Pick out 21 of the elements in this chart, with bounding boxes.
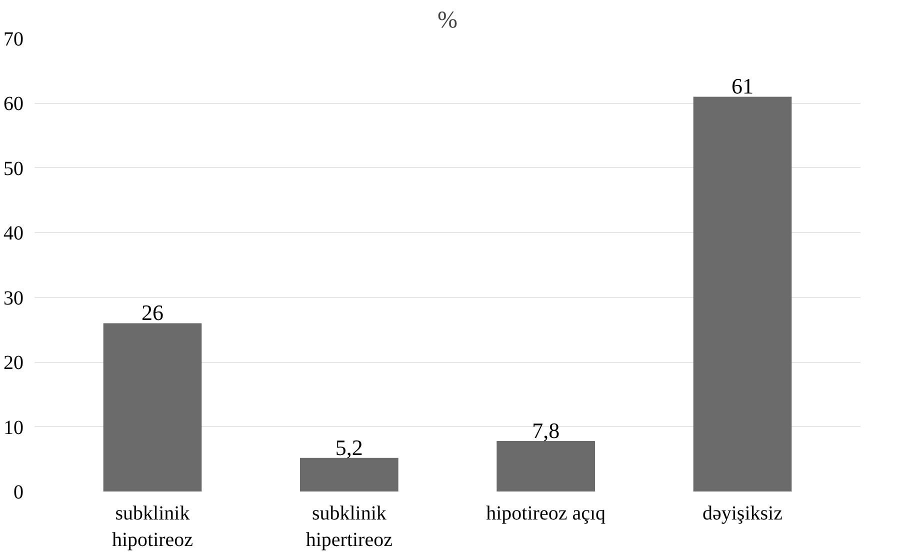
x-tick-label: subklinik hipotireoz — [112, 502, 194, 551]
y-tick-label: 50 — [4, 158, 24, 180]
data-label: 61 — [732, 74, 754, 99]
data-label: 7,8 — [532, 418, 560, 444]
y-tick-label: 20 — [4, 352, 24, 374]
data-label: 26 — [142, 300, 164, 326]
bar — [300, 458, 398, 492]
x-tick-label: hipotireoz açıq — [486, 502, 606, 524]
bar — [496, 441, 595, 492]
y-tick-label: 70 — [4, 28, 24, 50]
bar — [693, 96, 792, 492]
y-tick-label: 60 — [4, 93, 24, 116]
chart-title: % — [438, 8, 458, 34]
bar — [103, 323, 202, 492]
y-tick-label: 10 — [4, 416, 24, 439]
x-tick-label: dəyişiksiz — [702, 502, 783, 524]
y-tick-label: 40 — [4, 222, 24, 245]
data-label: 5,2 — [335, 434, 363, 460]
x-tick-label: subklinik hipertireoz — [306, 502, 393, 551]
y-tick-label: 30 — [4, 287, 24, 310]
y-tick-label: 0 — [14, 482, 24, 504]
